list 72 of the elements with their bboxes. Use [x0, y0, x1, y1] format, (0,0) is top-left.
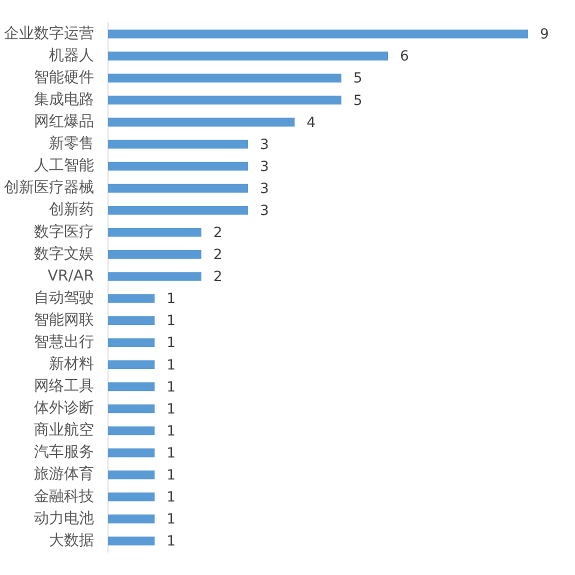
y-tick-label: 商业航空 — [34, 420, 94, 439]
bar — [108, 162, 248, 171]
bar — [108, 30, 528, 38]
y-tick-label: 旅游体育 — [34, 464, 94, 483]
data-label: 5 — [353, 70, 362, 87]
y-tick-label: 机器人 — [49, 46, 94, 64]
y-tick-label: 数字文娱 — [34, 244, 94, 262]
bar — [108, 514, 155, 524]
data-label: 6 — [400, 48, 409, 65]
bar — [108, 426, 155, 436]
bar — [108, 52, 388, 60]
data-label: 1 — [166, 291, 176, 308]
y-tick-label: 网络工具 — [34, 376, 94, 395]
bar — [108, 382, 155, 392]
y-tick-label: 网红爆品 — [34, 112, 94, 130]
data-label: 1 — [166, 335, 176, 352]
bar — [108, 404, 155, 414]
data-label: 3 — [260, 202, 269, 219]
data-label: 1 — [166, 379, 176, 396]
bar — [108, 316, 155, 325]
data-label: 1 — [166, 534, 176, 550]
data-label: 1 — [166, 401, 176, 418]
y-tick-label: VR/AR — [48, 266, 94, 284]
data-label: 2 — [213, 247, 222, 264]
bar — [108, 140, 248, 149]
y-tick-label: 人工智能 — [34, 156, 94, 174]
bar — [108, 184, 248, 193]
y-tick-label: 集成电路 — [34, 90, 94, 108]
bar — [108, 206, 248, 215]
bar — [108, 96, 342, 105]
data-label: 1 — [166, 357, 176, 374]
data-label: 3 — [260, 136, 269, 153]
y-tick-label: 创新医疗器械 — [4, 178, 94, 196]
y-tick-label: 自动驾驶 — [34, 288, 94, 306]
data-label: 4 — [306, 114, 316, 131]
y-tick-label: 智能硬件 — [34, 68, 94, 86]
bar — [108, 118, 295, 127]
data-label: 2 — [213, 269, 222, 286]
y-tick-label: 创新药 — [49, 200, 94, 218]
bar — [108, 338, 155, 348]
data-label: 5 — [353, 92, 362, 109]
y-tick-label: 智慧出行 — [34, 332, 94, 350]
bar — [108, 250, 202, 259]
data-label: 1 — [166, 490, 176, 506]
data-label: 1 — [166, 423, 176, 440]
data-label: 2 — [213, 225, 222, 242]
y-tick-label: 数字医疗 — [34, 222, 94, 240]
bar — [108, 360, 155, 370]
bar — [108, 470, 155, 480]
data-label: 9 — [540, 26, 549, 43]
data-label: 1 — [166, 512, 176, 528]
bar — [108, 272, 202, 281]
y-tick-label: 汽车服务 — [34, 442, 94, 461]
data-label: 3 — [260, 180, 269, 197]
y-tick-label: 大数据 — [49, 530, 94, 549]
data-label: 1 — [166, 467, 176, 484]
data-label: 3 — [260, 158, 269, 175]
bar — [108, 74, 342, 83]
bar — [108, 228, 202, 237]
y-tick-label: 新材料 — [49, 354, 94, 373]
bar — [108, 294, 155, 303]
data-label: 1 — [166, 445, 176, 462]
y-tick-label: 企业数字运营 — [4, 24, 94, 42]
bar — [108, 536, 155, 546]
data-label: 1 — [166, 313, 176, 330]
y-tick-label: 体外诊断 — [34, 398, 94, 417]
y-tick-label: 智能网联 — [34, 310, 94, 328]
y-tick-label: 新零售 — [49, 134, 94, 152]
bar — [108, 492, 155, 502]
bar — [108, 448, 155, 458]
y-tick-label: 金融科技 — [34, 486, 94, 505]
y-tick-label: 动力电池 — [34, 508, 94, 527]
